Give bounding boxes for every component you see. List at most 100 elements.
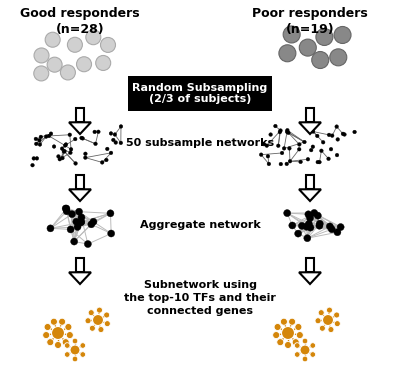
Circle shape bbox=[265, 144, 268, 147]
Circle shape bbox=[304, 235, 311, 242]
Text: Random Subsampling
(2/3 of subjects): Random Subsampling (2/3 of subjects) bbox=[132, 83, 268, 104]
Polygon shape bbox=[299, 189, 321, 201]
Circle shape bbox=[63, 144, 67, 147]
Circle shape bbox=[80, 136, 83, 140]
Polygon shape bbox=[76, 108, 84, 122]
Circle shape bbox=[305, 220, 312, 227]
Circle shape bbox=[107, 210, 114, 217]
Circle shape bbox=[295, 230, 302, 237]
Circle shape bbox=[343, 133, 346, 136]
Circle shape bbox=[300, 345, 310, 355]
Circle shape bbox=[327, 157, 330, 161]
Circle shape bbox=[74, 137, 77, 141]
Circle shape bbox=[285, 162, 288, 166]
Polygon shape bbox=[76, 258, 84, 272]
Polygon shape bbox=[69, 272, 91, 284]
Circle shape bbox=[319, 325, 325, 331]
Circle shape bbox=[63, 208, 70, 215]
Circle shape bbox=[62, 150, 66, 153]
Polygon shape bbox=[299, 122, 321, 134]
Circle shape bbox=[327, 133, 331, 137]
Circle shape bbox=[31, 163, 34, 167]
Circle shape bbox=[316, 220, 323, 227]
Circle shape bbox=[100, 37, 116, 52]
Circle shape bbox=[322, 314, 334, 326]
Circle shape bbox=[45, 32, 60, 47]
Circle shape bbox=[288, 160, 292, 163]
Polygon shape bbox=[306, 175, 314, 189]
Circle shape bbox=[298, 222, 305, 229]
Circle shape bbox=[303, 140, 306, 144]
Circle shape bbox=[276, 144, 280, 147]
Circle shape bbox=[328, 326, 334, 333]
Circle shape bbox=[316, 160, 320, 164]
Circle shape bbox=[269, 133, 272, 136]
Circle shape bbox=[94, 142, 97, 145]
Circle shape bbox=[98, 326, 104, 333]
Circle shape bbox=[289, 318, 296, 325]
Circle shape bbox=[80, 352, 86, 357]
FancyBboxPatch shape bbox=[128, 76, 272, 111]
Circle shape bbox=[112, 138, 115, 142]
Circle shape bbox=[341, 132, 345, 136]
Circle shape bbox=[68, 211, 76, 218]
Circle shape bbox=[64, 352, 70, 357]
Circle shape bbox=[316, 222, 323, 229]
Circle shape bbox=[84, 156, 87, 160]
Circle shape bbox=[329, 147, 333, 151]
Circle shape bbox=[44, 135, 48, 138]
Circle shape bbox=[330, 134, 334, 137]
Circle shape bbox=[310, 352, 316, 357]
Circle shape bbox=[306, 158, 310, 161]
Circle shape bbox=[302, 338, 308, 344]
Circle shape bbox=[62, 205, 69, 212]
Circle shape bbox=[316, 134, 319, 138]
Circle shape bbox=[68, 133, 72, 136]
Circle shape bbox=[108, 230, 115, 237]
Circle shape bbox=[74, 223, 81, 230]
Circle shape bbox=[84, 241, 91, 248]
Circle shape bbox=[60, 147, 64, 151]
Text: Aggregate network: Aggregate network bbox=[140, 220, 260, 230]
Polygon shape bbox=[299, 272, 321, 284]
Polygon shape bbox=[69, 189, 91, 201]
Circle shape bbox=[334, 27, 351, 43]
Circle shape bbox=[80, 343, 86, 348]
Circle shape bbox=[54, 342, 62, 349]
Circle shape bbox=[334, 321, 340, 327]
Circle shape bbox=[266, 154, 270, 158]
Circle shape bbox=[60, 65, 76, 80]
Circle shape bbox=[49, 132, 53, 135]
Circle shape bbox=[335, 125, 338, 128]
Circle shape bbox=[282, 147, 286, 150]
Text: Good responders
(n=28): Good responders (n=28) bbox=[20, 7, 140, 36]
Circle shape bbox=[63, 205, 70, 212]
Circle shape bbox=[78, 214, 85, 221]
Circle shape bbox=[34, 66, 49, 81]
Circle shape bbox=[284, 342, 292, 349]
Polygon shape bbox=[69, 122, 91, 134]
Circle shape bbox=[47, 225, 54, 232]
Circle shape bbox=[309, 148, 313, 152]
Circle shape bbox=[267, 162, 271, 166]
Circle shape bbox=[43, 332, 50, 339]
Circle shape bbox=[66, 332, 73, 339]
Circle shape bbox=[316, 28, 333, 46]
Circle shape bbox=[78, 219, 84, 226]
Circle shape bbox=[96, 307, 102, 313]
Circle shape bbox=[302, 356, 308, 362]
Circle shape bbox=[315, 318, 321, 324]
Circle shape bbox=[326, 223, 333, 230]
Circle shape bbox=[294, 343, 300, 348]
Circle shape bbox=[298, 143, 301, 146]
Circle shape bbox=[274, 323, 281, 330]
Circle shape bbox=[279, 45, 296, 62]
Circle shape bbox=[277, 339, 284, 346]
Circle shape bbox=[104, 312, 110, 318]
Circle shape bbox=[61, 156, 64, 160]
Circle shape bbox=[296, 332, 303, 339]
Circle shape bbox=[284, 209, 291, 216]
Circle shape bbox=[74, 161, 77, 165]
Circle shape bbox=[353, 130, 356, 134]
Circle shape bbox=[69, 151, 72, 154]
